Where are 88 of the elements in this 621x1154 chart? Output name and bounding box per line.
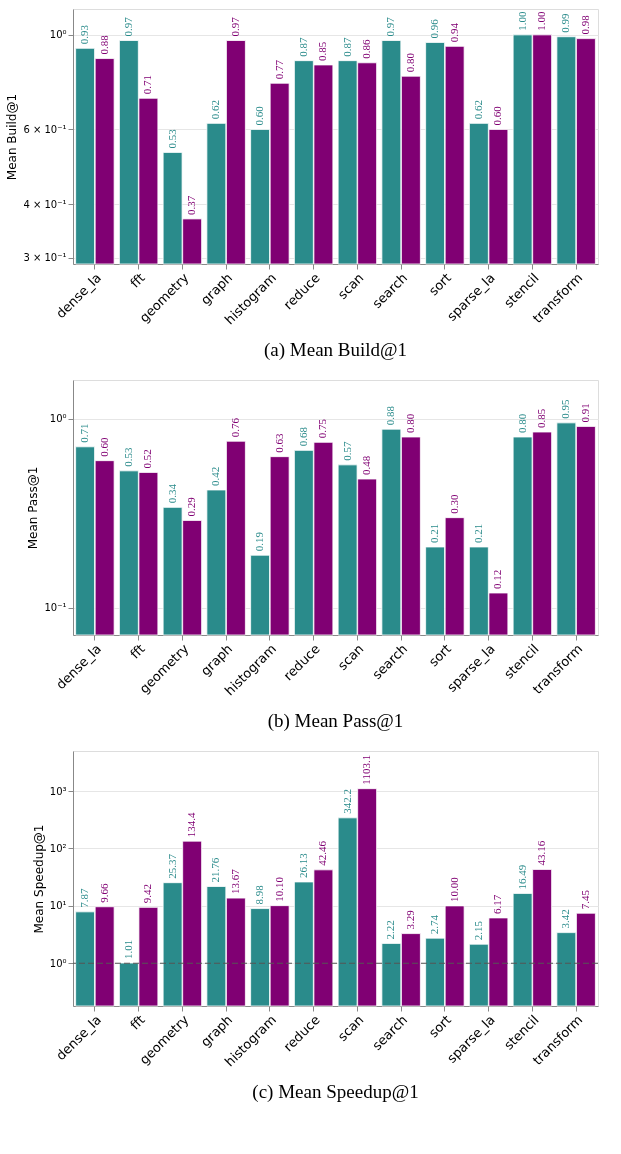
data-label: 134.4: [185, 811, 198, 838]
data-label: 0.60: [97, 436, 110, 457]
data-label: 26.13: [296, 852, 309, 878]
y-tick-label: 6 × 10⁻¹: [23, 123, 67, 135]
data-label: 0.52: [141, 449, 154, 469]
data-label: 0.75: [316, 418, 329, 439]
data-label: 0.37: [185, 195, 198, 215]
y-tick-label: 10³: [49, 785, 67, 797]
data-label: 0.71: [78, 423, 91, 443]
data-label: 10.10: [272, 876, 285, 902]
y-axis-title: Mean Build@1: [5, 93, 20, 181]
data-label: 0.53: [121, 447, 134, 467]
data-label: 0.60: [491, 105, 504, 126]
data-label: 16.49: [515, 864, 528, 890]
data-label: 1.00: [515, 11, 528, 31]
data-label: 9.42: [141, 884, 154, 904]
data-label: 0.77: [272, 59, 285, 80]
data-label: 0.34: [165, 483, 178, 504]
data-label: 0.87: [340, 36, 353, 57]
data-label: 0.19: [253, 531, 266, 552]
y-axis-title: Mean Pass@1: [26, 466, 41, 550]
y-tick-label: 3 × 10⁻¹: [23, 252, 67, 264]
data-label: 0.93: [78, 24, 91, 45]
y-tick-label: 10²: [49, 842, 67, 854]
y-tick-label: 10⁰: [49, 957, 67, 969]
data-label: 0.88: [384, 405, 397, 426]
data-label: 0.68: [296, 426, 309, 447]
data-label: 0.62: [209, 100, 222, 120]
data-label: 0.87: [296, 36, 309, 57]
data-label: 0.80: [403, 52, 416, 73]
data-label: 3.42: [559, 909, 572, 929]
data-label: 2.22: [384, 920, 397, 940]
data-label: 0.85: [535, 408, 548, 429]
data-label: 7.45: [578, 889, 591, 910]
data-label: 0.12: [491, 569, 504, 589]
data-label: 13.67: [228, 868, 241, 895]
data-label: 9.66: [97, 882, 110, 903]
data-label: 0.88: [97, 34, 110, 55]
data-label: 0.86: [360, 39, 373, 59]
data-label: 0.60: [253, 105, 266, 126]
data-label: 0.63: [272, 432, 285, 453]
data-label: 0.97: [384, 16, 397, 37]
data-label: 0.21: [471, 523, 484, 543]
data-label: 2.74: [428, 914, 441, 935]
y-tick-label: 10⁻¹: [44, 602, 67, 614]
data-label: 43.16: [535, 840, 548, 866]
data-label: 7.87: [78, 888, 91, 908]
data-label: 0.97: [228, 16, 241, 37]
data-label: 10.00: [447, 876, 460, 902]
data-label: 0.48: [360, 455, 373, 475]
data-label: 25.37: [165, 853, 178, 879]
data-label: 0.85: [316, 41, 329, 61]
data-label: 0.80: [403, 413, 416, 433]
data-label: 42.46: [316, 840, 329, 866]
data-label: 0.80: [515, 413, 528, 433]
data-label: 0.97: [121, 16, 134, 37]
data-label: 0.57: [340, 441, 353, 461]
y-tick-label: 10⁰: [49, 413, 67, 425]
data-label: 3.29: [403, 909, 416, 930]
data-label: 0.76: [228, 417, 241, 438]
data-label: 0.99: [559, 12, 572, 33]
data-label: 0.71: [141, 75, 154, 95]
data-label: 0.91: [578, 403, 591, 423]
data-label: 342.2: [340, 789, 353, 814]
data-label: 1.00: [535, 11, 548, 31]
y-axis-title: Mean Speedup@1: [31, 824, 46, 934]
data-label: 6.17: [491, 894, 504, 914]
data-label: 21.76: [209, 857, 222, 883]
data-label: 0.21: [428, 523, 441, 543]
y-tick-label: 10⁰: [49, 29, 67, 41]
data-label: 1.01: [121, 939, 134, 960]
data-label: 0.29: [185, 496, 198, 517]
data-label: 1103.1: [360, 754, 373, 785]
text: (b) Mean Pass@1: [267, 709, 404, 732]
data-label: 2.15: [471, 920, 484, 941]
y-tick-label: 10¹: [49, 900, 67, 912]
data-label: 0.62: [471, 100, 484, 120]
data-label: 0.42: [209, 466, 222, 486]
text: (c) Mean Speedup@1: [252, 1080, 419, 1103]
y-tick-label: 4 × 10⁻¹: [23, 198, 67, 210]
text: (a) Mean Build@1: [263, 338, 408, 361]
data-label: 0.95: [559, 399, 572, 419]
data-label: 8.98: [253, 884, 266, 905]
data-label: 0.30: [447, 493, 460, 514]
data-label: 0.96: [428, 18, 441, 39]
data-label: 0.98: [578, 14, 591, 35]
data-label: 0.94: [447, 22, 460, 43]
data-label: 0.53: [165, 128, 178, 149]
